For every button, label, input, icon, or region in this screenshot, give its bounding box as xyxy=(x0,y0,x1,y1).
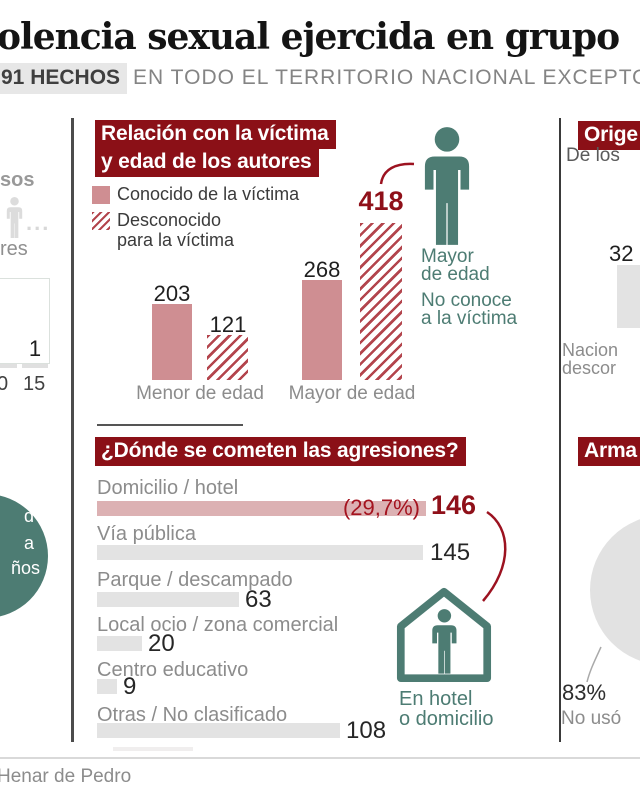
fact-line: 91 HECHOS EN TODO EL TERRITORIO NACIONAL … xyxy=(0,63,640,94)
origin-label-line1: Nacion xyxy=(562,340,619,360)
where-bar-3 xyxy=(97,636,142,651)
where-value-1: 145 xyxy=(430,539,471,566)
left-rail-text-mid: res xyxy=(0,238,28,260)
where-bar-4 xyxy=(97,679,118,694)
where-value-2: 63 xyxy=(245,586,272,613)
relation-panel-title-line2: y edad de los autores xyxy=(95,148,319,177)
relation-panel-title-line1: Relación con la víctima xyxy=(95,120,336,149)
circle-text-line1: d xyxy=(24,506,35,526)
where-share-label: (29,7%) xyxy=(342,495,420,520)
origin-panel-title: Orige xyxy=(578,121,640,150)
histogram-bar-fragment xyxy=(0,364,17,368)
relation-note2-line2: a la víctima xyxy=(421,308,518,329)
divider-right-column xyxy=(559,118,561,742)
fact-rest: EN TODO EL TERRITORIO NACIONAL EXCEPTO xyxy=(133,66,640,89)
credit-line: Henar de Pedro xyxy=(0,766,132,787)
where-bar-2 xyxy=(97,592,239,607)
where-value-3: 20 xyxy=(148,630,175,657)
histogram-plot-frame xyxy=(0,278,50,364)
bar-value-418: 418 xyxy=(358,186,404,216)
histogram-tick-right: 15 xyxy=(23,373,46,395)
histogram-tick-left: 0 xyxy=(0,373,9,395)
legend-label-known: Conocido de la víctima xyxy=(117,184,300,204)
bar-minor-known xyxy=(152,303,192,380)
where-label-2: Parque / descampado xyxy=(97,569,293,591)
bar-major-known xyxy=(302,279,342,380)
where-label-3: Local ocio / zona comercial xyxy=(97,614,339,636)
legend-swatch-known xyxy=(92,186,110,204)
where-bar-0 xyxy=(97,501,426,516)
left-rail-text-top: sos xyxy=(0,169,35,191)
where-label-0: Domicilio / hotel xyxy=(97,477,239,499)
where-bar-1 xyxy=(97,545,424,560)
page-title: olencia sexual ejercida en grupo xyxy=(0,16,620,58)
origin-value: 32 xyxy=(609,241,634,266)
bar-value-203: 203 xyxy=(153,281,191,306)
where-value-0: 146 xyxy=(431,490,477,520)
bar-value-121: 121 xyxy=(209,312,247,337)
person-icon xyxy=(6,197,23,238)
house-with-person-icon xyxy=(396,587,492,683)
bar-value-268: 268 xyxy=(303,257,341,282)
histogram-bar xyxy=(22,364,48,368)
weapons-pct: 83% xyxy=(562,680,607,705)
divider-left-column xyxy=(71,118,74,742)
where-label-5: Otras / No clasificado xyxy=(97,704,288,726)
section-divider xyxy=(97,424,243,426)
where-panel-title: ¿Dónde se cometen las agresiones? xyxy=(95,437,466,466)
where-label-1: Vía pública xyxy=(97,523,196,545)
weapons-pie xyxy=(590,515,640,665)
relation-note1-line2: de edad xyxy=(421,264,490,285)
where-value-4: 9 xyxy=(123,673,137,700)
person-icon xyxy=(424,127,470,245)
where-label-4: Centro educativo xyxy=(97,659,249,681)
cropped-bar-fragment xyxy=(113,747,193,751)
circle-text-line2: a xyxy=(24,533,35,553)
category-label-minor: Menor de edad xyxy=(136,383,264,404)
relation-note1-line1: Mayor xyxy=(421,246,474,267)
where-value-5: 108 xyxy=(346,717,387,744)
bar-major-unknown xyxy=(360,223,402,380)
histogram-value: 1 xyxy=(28,336,42,361)
bar-minor-unknown xyxy=(207,334,248,380)
ellipsis-dots: ... xyxy=(26,210,51,235)
where-note-line2: o domicilio xyxy=(399,708,494,730)
where-bar-5 xyxy=(97,723,340,738)
origin-label-line2: descor xyxy=(562,358,617,378)
weapons-label: No usó xyxy=(561,708,622,729)
footer-divider xyxy=(0,757,640,759)
where-note-line1: En hotel xyxy=(399,688,473,710)
weapons-panel-title: Arma xyxy=(578,437,640,466)
fact-highlight: 91 HECHOS xyxy=(0,63,128,94)
category-label-major: Mayor de edad xyxy=(288,383,416,404)
legend-swatch-unknown xyxy=(92,212,110,230)
legend-label-unknown-line1: Desconocido xyxy=(117,210,222,230)
legend-label-unknown-line2: para la víctima xyxy=(117,230,235,250)
circle-text-line3: ños xyxy=(11,558,41,578)
origin-subtitle: De los xyxy=(566,145,620,166)
relation-note2-line1: No conoce xyxy=(421,290,512,311)
origin-bar xyxy=(617,265,640,328)
